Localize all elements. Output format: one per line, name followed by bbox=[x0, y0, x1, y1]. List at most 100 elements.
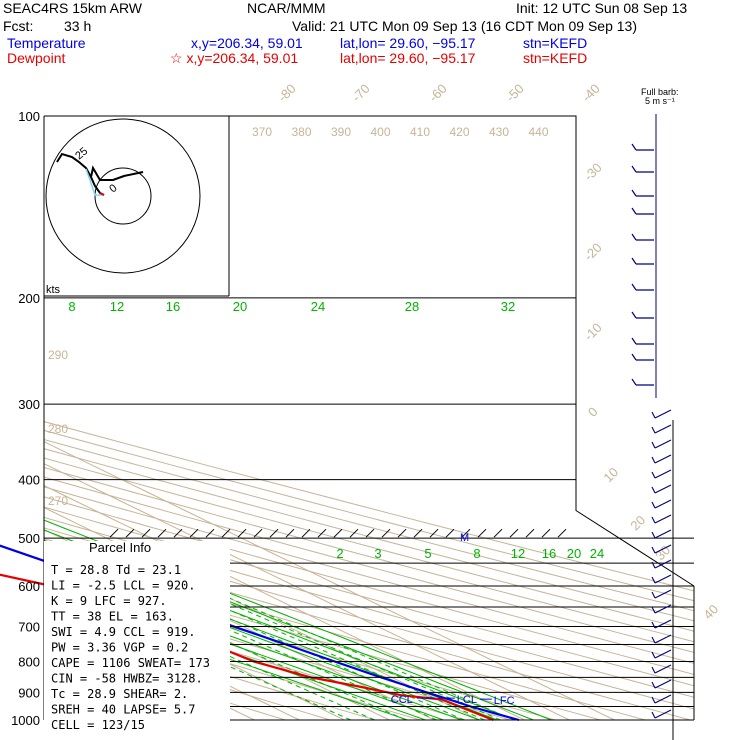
mixing-ratio-label: 3 bbox=[374, 546, 381, 561]
mixing-ratio-line bbox=[102, 542, 515, 720]
pressure-label: 900 bbox=[18, 685, 40, 700]
pressure-label: 200 bbox=[18, 291, 40, 306]
wind-barb bbox=[654, 514, 672, 524]
moist-adiabat-label: 8 bbox=[68, 299, 75, 314]
moist-adiabat-label: 20 bbox=[233, 299, 247, 314]
pressure-label: 600 bbox=[18, 579, 40, 594]
wind-barb-flag bbox=[651, 411, 656, 419]
hatch-mark bbox=[205, 528, 215, 538]
wind-barb-flag bbox=[651, 636, 656, 644]
hatch-mark bbox=[349, 528, 359, 538]
wind-barb-flag bbox=[651, 426, 656, 434]
parcel-info-panel: Parcel Info T = 28.8 Td = 23.1 LI = -2.5 … bbox=[44, 540, 230, 732]
wind-barb-flag bbox=[631, 353, 637, 361]
theta-label-left: 270 bbox=[48, 494, 68, 508]
isotherm-label: -70 bbox=[349, 81, 373, 105]
isotherm-label: -10 bbox=[581, 320, 605, 344]
profile-layer bbox=[0, 544, 520, 722]
hatch-mark bbox=[381, 528, 391, 538]
mixing-ratio-label: 8 bbox=[473, 546, 480, 561]
wind-barb-flag bbox=[651, 696, 656, 704]
isotherm-label: -40 bbox=[579, 81, 603, 105]
org-label: NCAR/MMM bbox=[247, 0, 326, 16]
theta-label-left: 290 bbox=[48, 348, 68, 362]
isotherm-label: -80 bbox=[275, 81, 299, 105]
wind-barb-flag bbox=[651, 561, 656, 569]
parcel-info-rows: T = 28.8 Td = 23.1 LI = -2.5 LCL = 920.K … bbox=[51, 563, 210, 732]
theta-label-left: 280 bbox=[48, 422, 68, 436]
wind-barb-flag bbox=[631, 165, 637, 173]
wind-barb bbox=[654, 634, 672, 644]
hatch-mark bbox=[525, 528, 535, 538]
hatch-mark bbox=[109, 528, 119, 538]
theta-label: 430 bbox=[489, 125, 509, 139]
isotherm-label: 20 bbox=[627, 512, 648, 533]
wind-barb-flag bbox=[631, 189, 637, 197]
hatch-mark bbox=[237, 528, 247, 538]
wind-barb-flag bbox=[651, 621, 656, 629]
parcel-info-title: Parcel Info bbox=[89, 540, 151, 555]
isotherm-label: 0 bbox=[585, 404, 601, 420]
moist-adiabat-label: 28 bbox=[405, 299, 419, 314]
moist-adiabat-label: 24 bbox=[311, 299, 325, 314]
hatch-mark bbox=[317, 528, 327, 538]
wind-barb bbox=[654, 529, 672, 539]
parcel-info-row: SREH = 40 LAPSE= 5.7 bbox=[51, 703, 196, 717]
wind-barb bbox=[654, 649, 672, 659]
hatch-mark bbox=[125, 528, 135, 538]
wind-barb-flag bbox=[651, 531, 656, 539]
moist-adiabat-line bbox=[44, 297, 408, 720]
isotherm-label: -50 bbox=[503, 81, 527, 105]
theta-label: 400 bbox=[370, 125, 390, 139]
wind-barb-flag bbox=[651, 576, 656, 584]
dewpoint-station: stn=KEFD bbox=[523, 50, 587, 66]
wind-barb bbox=[654, 694, 672, 704]
hodograph-ring-outer bbox=[45, 118, 201, 274]
dewpoint-legend: Dewpoint bbox=[7, 50, 65, 66]
parcel-info-row: CIN = -58 HWBZ= 3128. bbox=[51, 672, 203, 686]
wind-barb bbox=[654, 604, 672, 614]
hodograph-trace-upper bbox=[89, 165, 144, 196]
parcel-info-row: Tc = 28.9 SHEAR= 2. bbox=[51, 687, 188, 701]
mixing-ratio-label: 5 bbox=[424, 546, 431, 561]
wind-barb bbox=[654, 499, 672, 509]
parcel-info-row: TT = 38 EL = 163. bbox=[51, 610, 174, 624]
wind-barb-flag bbox=[631, 233, 637, 241]
wind-barb bbox=[654, 544, 672, 554]
hatch-mark bbox=[221, 528, 231, 538]
pressure-label: 400 bbox=[18, 473, 40, 488]
init-time: Init: 12 UTC Sun 08 Sep 13 bbox=[516, 0, 687, 16]
hatch-mark bbox=[493, 528, 503, 538]
dewpoint-latlon: lat,lon= 29.60, −95.17 bbox=[340, 50, 476, 66]
theta-label: 380 bbox=[291, 125, 311, 139]
mixing-ratio-label: 12 bbox=[511, 546, 525, 561]
hatch-mark bbox=[397, 528, 407, 538]
hatch-mark bbox=[285, 528, 295, 538]
wind-barb-flag bbox=[651, 606, 656, 614]
temperature-profile bbox=[0, 544, 520, 722]
model-title: SEAC4RS 15km ARW bbox=[3, 0, 143, 16]
wind-barb-flag bbox=[651, 501, 656, 509]
full-barb-units: 5 m s⁻¹ bbox=[645, 96, 675, 106]
isotherm-label: 10 bbox=[600, 464, 621, 485]
wind-barb-flag bbox=[651, 546, 656, 554]
pressure-label: 100 bbox=[18, 109, 40, 124]
wind-barb bbox=[654, 469, 672, 479]
mixing-ratio-label: 24 bbox=[590, 546, 604, 561]
hatch-mark bbox=[429, 528, 439, 538]
hatch-mark bbox=[157, 528, 167, 538]
fcst-value: 33 h bbox=[64, 18, 91, 34]
fcst-label: Fcst: bbox=[3, 18, 33, 34]
isotherm-label: -30 bbox=[581, 160, 605, 184]
pressure-label: 800 bbox=[18, 654, 40, 669]
isotherm-label: -60 bbox=[426, 81, 450, 105]
hatch-mark bbox=[189, 528, 199, 538]
pressure-label: 1000 bbox=[11, 713, 40, 728]
wind-barb bbox=[654, 409, 672, 419]
wind-barb bbox=[654, 589, 672, 599]
hatch-mark bbox=[557, 528, 567, 538]
full-barb-label: Full barb: bbox=[641, 87, 679, 97]
valid-time: Valid: 21 UTC Mon 09 Sep 13 (16 CDT Mon … bbox=[292, 18, 637, 34]
wind-barb bbox=[654, 574, 672, 584]
